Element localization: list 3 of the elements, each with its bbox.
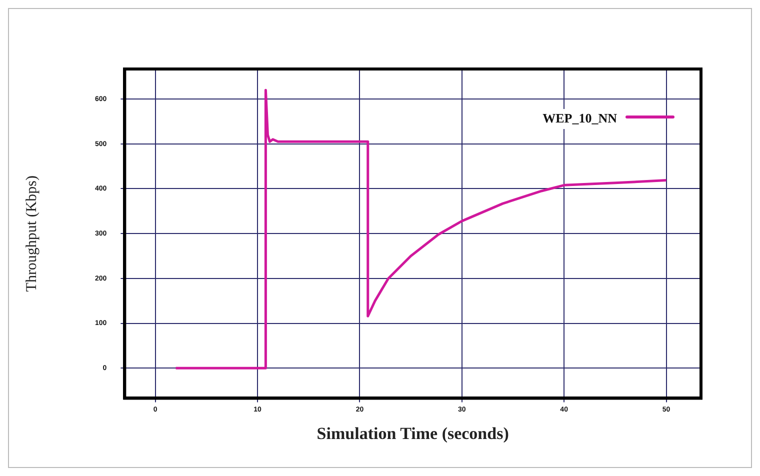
x-axis-title: Simulation Time (seconds) bbox=[316, 424, 509, 444]
y-axis-title: Throughput (Kbps) bbox=[24, 175, 40, 292]
legend-label: WEP_10_NN bbox=[542, 110, 618, 126]
